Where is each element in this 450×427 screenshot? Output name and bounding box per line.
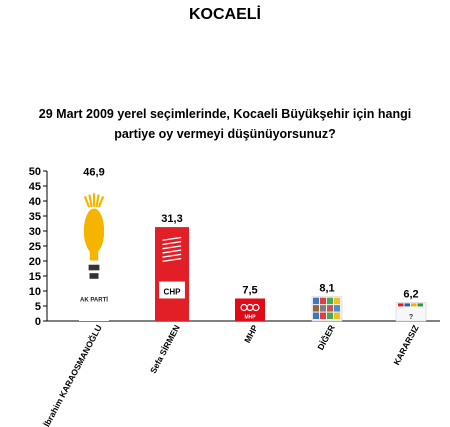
bar: MHP <box>235 298 265 321</box>
y-tick-label: 0 <box>35 316 41 328</box>
diger-party-logo <box>334 312 340 319</box>
chp-arrow <box>162 253 182 258</box>
chp-arrow <box>162 241 182 246</box>
chart-question: 29 Mart 2009 yerel seçimlerinde, Kocaeli… <box>20 104 430 144</box>
value-label: 8,1 <box>319 283 334 295</box>
ak-parti-base <box>89 273 99 279</box>
ak-parti-ray <box>88 194 93 208</box>
value-label: 46,9 <box>83 166 104 178</box>
ak-parti-ray <box>83 195 91 208</box>
value-label: 6,2 <box>403 288 418 300</box>
category-label: KARARSIZ <box>391 323 420 366</box>
diger-party-logo <box>327 297 333 305</box>
question-line-1: 29 Mart 2009 yerel seçimlerinde, Kocaeli… <box>38 107 412 121</box>
diger-party-logo <box>320 305 326 312</box>
chp-arrow <box>162 245 182 250</box>
diger-party-logo <box>327 312 333 319</box>
value-label-box <box>313 280 341 295</box>
bar: CHP <box>155 227 189 321</box>
kararsiz-party-logo <box>411 303 417 307</box>
category-label: MHP <box>242 323 260 345</box>
category-label: İbrahim KARAOSMANOĞLU <box>41 323 104 427</box>
kararsiz-background <box>395 302 427 322</box>
y-tick-label: 30 <box>29 226 41 238</box>
bar: ? <box>395 302 427 322</box>
value-label: 31,3 <box>161 213 182 225</box>
mhp-background <box>235 298 265 321</box>
bar <box>311 296 343 322</box>
category-label: DİĞER <box>314 323 336 352</box>
ak-parti-base <box>88 264 100 271</box>
diger-party-logo <box>334 305 340 312</box>
diger-party-logo <box>327 305 333 312</box>
value-label: 7,5 <box>242 285 257 297</box>
kararsiz-party-logo <box>404 303 410 307</box>
diger-party-logo <box>313 297 319 305</box>
chp-label-box <box>159 281 185 299</box>
diger-party-logo <box>320 312 326 319</box>
bars: AK PARTİ CHP MHP? <box>79 180 427 322</box>
bar: AK PARTİ <box>79 180 109 321</box>
question-line-2: partiye oy vermeyi düşünüyorsunuz? <box>114 127 336 141</box>
y-tick-label: 35 <box>29 211 41 223</box>
y-tick-label: 25 <box>29 241 41 253</box>
kararsiz-party-logo <box>417 303 423 307</box>
chp-arrow <box>162 257 182 263</box>
diger-party-logo <box>334 297 340 305</box>
diger-party-logo <box>320 297 326 305</box>
ak-parti-bulb <box>83 208 105 254</box>
y-tick-label: 15 <box>29 271 41 283</box>
value-label-box <box>155 211 189 226</box>
value-label-box <box>77 164 111 179</box>
value-label-box <box>236 282 264 297</box>
y-axis: 0 5 10 15 20 25 30 35 40 45 50 <box>29 166 440 328</box>
chp-arrow <box>162 249 182 254</box>
chp-background <box>155 227 189 321</box>
chp-logo-text: CHP <box>164 288 182 297</box>
kararsiz-party-logo <box>398 303 404 307</box>
chp-arrow <box>162 236 182 241</box>
y-tick-label: 5 <box>35 301 41 313</box>
y-tick-label: 20 <box>29 256 41 268</box>
ak-parti-ray <box>97 195 105 208</box>
y-tick-label: 10 <box>29 286 41 298</box>
category-label: Sefa SİRMEN <box>148 323 182 375</box>
mhp-logo-text: MHP <box>244 314 256 320</box>
mhp-crescent <box>252 303 260 312</box>
page-title: KOCAELİ <box>189 6 261 23</box>
value-label-box <box>397 286 425 301</box>
y-tick-label: 40 <box>29 196 41 208</box>
y-tick-label: 50 <box>29 166 41 178</box>
y-tick-label: 45 <box>29 181 41 193</box>
category-labels: İbrahim KARAOSMANOĞLU Sefa SİRMEN MHP DİĞER… <box>41 323 421 427</box>
kararsiz-question-mark: ? <box>409 314 413 321</box>
ak-parti-logo-text: AK PARTİ <box>80 296 108 303</box>
value-labels: 46,9 31,3 7,5 8,1 6,2 <box>77 164 425 301</box>
diger-party-logo <box>313 305 319 312</box>
ak-parti-ray <box>95 194 100 208</box>
ak-parti-bulb-neck <box>89 250 99 261</box>
diger-party-logo <box>313 312 319 319</box>
